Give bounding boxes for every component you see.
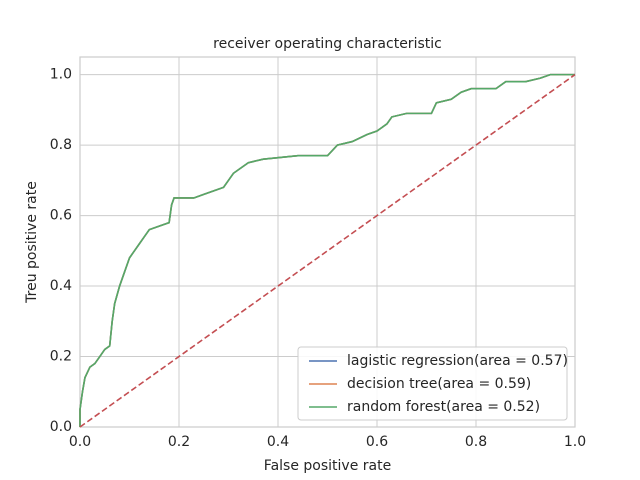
legend-label: decision tree(area = 0.59)	[347, 376, 531, 392]
legend: lagistic regression(area = 0.57) decision…	[297, 346, 568, 421]
x-tick-label: 0.4	[267, 434, 289, 450]
y-tick-label: 0.8	[50, 137, 72, 153]
x-tick-label: 0.0	[69, 434, 91, 450]
legend-label: lagistic regression(area = 0.57)	[347, 353, 568, 369]
chart-title: receiver operating characteristic	[213, 36, 442, 52]
plot-frame	[79, 56, 576, 428]
x-tick-label: 0.8	[465, 434, 487, 450]
y-tick-label: 0.2	[50, 349, 72, 365]
x-tick-label: 1.0	[564, 434, 586, 450]
roc-curve	[79, 73, 575, 427]
legend-label: random forest(area = 0.52)	[347, 399, 540, 415]
y-tick-label: 1.0	[50, 67, 72, 83]
y-tick-label: 0.0	[50, 419, 72, 435]
y-axis-label: Treu positive rate	[24, 181, 40, 304]
x-axis-label: False positive rate	[264, 458, 391, 474]
legend-box	[297, 346, 568, 421]
y-tick-label: 0.4	[50, 278, 72, 294]
reference-line	[79, 73, 576, 428]
y-tick-label: 0.6	[50, 208, 72, 224]
x-tick-label: 0.6	[366, 434, 388, 450]
x-tick-label: 0.2	[168, 434, 190, 450]
